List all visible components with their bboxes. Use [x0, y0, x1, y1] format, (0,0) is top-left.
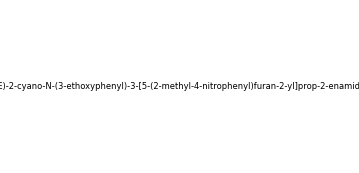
- Text: (E)-2-cyano-N-(3-ethoxyphenyl)-3-[5-(2-methyl-4-nitrophenyl)furan-2-yl]prop-2-en: (E)-2-cyano-N-(3-ethoxyphenyl)-3-[5-(2-m…: [0, 82, 359, 91]
